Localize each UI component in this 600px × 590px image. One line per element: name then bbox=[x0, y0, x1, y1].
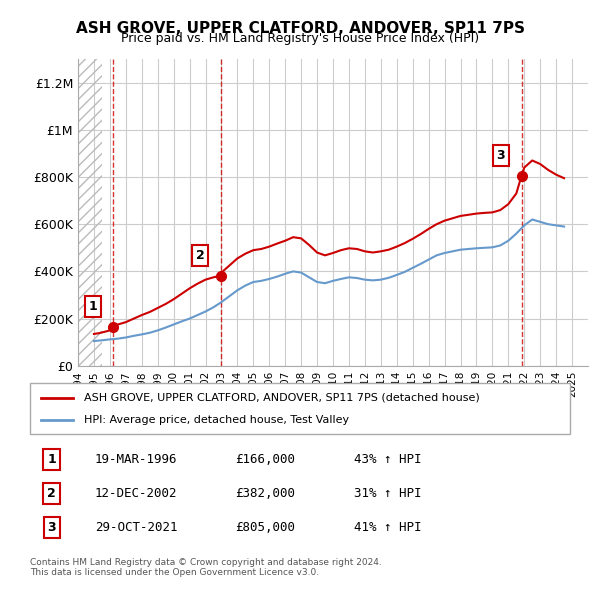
Text: Price paid vs. HM Land Registry's House Price Index (HPI): Price paid vs. HM Land Registry's House … bbox=[121, 32, 479, 45]
Text: 12-DEC-2002: 12-DEC-2002 bbox=[95, 487, 178, 500]
Text: 2: 2 bbox=[47, 487, 56, 500]
Bar bbox=[78, 59, 102, 366]
Text: 43% ↑ HPI: 43% ↑ HPI bbox=[354, 453, 421, 466]
Text: Contains HM Land Registry data © Crown copyright and database right 2024.
This d: Contains HM Land Registry data © Crown c… bbox=[30, 558, 382, 577]
FancyBboxPatch shape bbox=[30, 384, 570, 434]
Text: 41% ↑ HPI: 41% ↑ HPI bbox=[354, 521, 421, 534]
Text: ASH GROVE, UPPER CLATFORD, ANDOVER, SP11 7PS (detached house): ASH GROVE, UPPER CLATFORD, ANDOVER, SP11… bbox=[84, 392, 480, 402]
Text: 3: 3 bbox=[47, 521, 56, 534]
Text: 3: 3 bbox=[497, 149, 505, 162]
Bar bbox=[78, 59, 102, 366]
Text: 19-MAR-1996: 19-MAR-1996 bbox=[95, 453, 178, 466]
Text: £805,000: £805,000 bbox=[235, 521, 295, 534]
Text: 1: 1 bbox=[47, 453, 56, 466]
Text: £382,000: £382,000 bbox=[235, 487, 295, 500]
Text: HPI: Average price, detached house, Test Valley: HPI: Average price, detached house, Test… bbox=[84, 415, 349, 425]
Text: ASH GROVE, UPPER CLATFORD, ANDOVER, SP11 7PS: ASH GROVE, UPPER CLATFORD, ANDOVER, SP11… bbox=[76, 21, 524, 35]
Text: £166,000: £166,000 bbox=[235, 453, 295, 466]
Text: 31% ↑ HPI: 31% ↑ HPI bbox=[354, 487, 421, 500]
Text: 29-OCT-2021: 29-OCT-2021 bbox=[95, 521, 178, 534]
Text: 2: 2 bbox=[196, 249, 205, 262]
Text: 1: 1 bbox=[88, 300, 97, 313]
